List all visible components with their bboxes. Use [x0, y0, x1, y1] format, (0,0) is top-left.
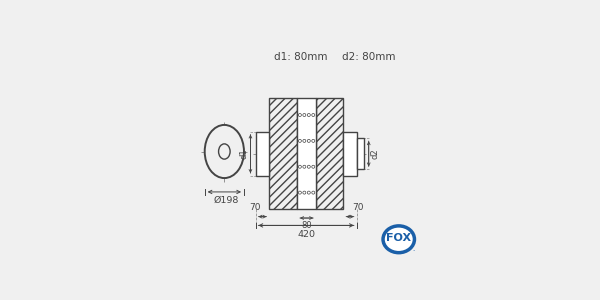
Text: d2: d2	[371, 148, 380, 159]
Ellipse shape	[383, 226, 415, 253]
Bar	[269, 98, 297, 209]
Text: 420: 420	[297, 230, 315, 238]
Ellipse shape	[218, 144, 230, 159]
Text: 80: 80	[301, 221, 312, 230]
Bar	[297, 98, 316, 209]
Text: .: .	[412, 245, 415, 251]
Text: d2: 80mm: d2: 80mm	[342, 52, 395, 62]
Text: FOX: FOX	[386, 233, 412, 243]
Text: 70: 70	[249, 203, 260, 212]
Text: Ø198: Ø198	[214, 196, 239, 205]
Text: 70: 70	[352, 203, 364, 212]
Bar	[316, 98, 343, 209]
Bar	[343, 132, 357, 176]
Text: d1: d1	[239, 148, 248, 159]
Bar	[256, 132, 269, 176]
Text: d1: 80mm: d1: 80mm	[274, 52, 328, 62]
Ellipse shape	[205, 125, 244, 178]
Bar	[357, 138, 364, 169]
